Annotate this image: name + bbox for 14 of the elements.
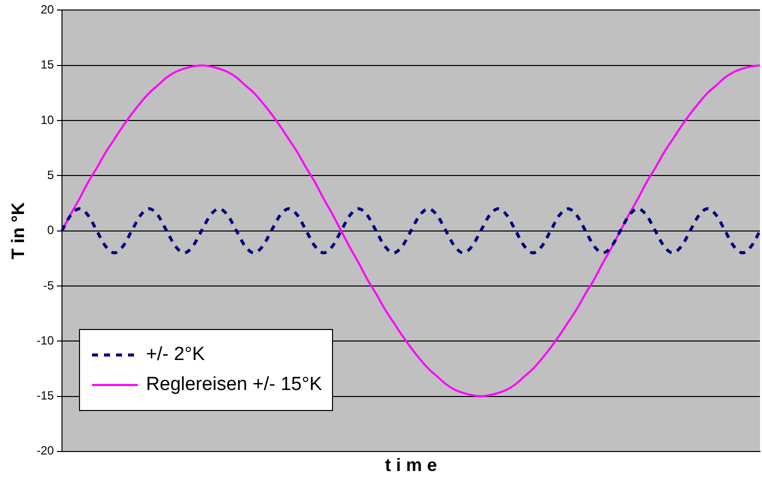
y-tick-label: 20 <box>40 2 54 17</box>
y-tick-label: -10 <box>36 333 54 348</box>
line-series <box>60 207 762 254</box>
y-tick-label: -5 <box>43 278 54 292</box>
legend-label: +/- 2°K <box>146 344 205 366</box>
y-tick-label: 5 <box>47 168 54 182</box>
y-tick-label: 0 <box>47 223 54 238</box>
y-tick-label: 15 <box>40 58 54 72</box>
y-tick-label: 10 <box>40 112 54 127</box>
x-axis-title: t i m e <box>384 455 437 476</box>
y-tick-label: -20 <box>36 444 54 458</box>
y-axis-title: T in °K <box>8 202 28 260</box>
y-tick-label: -15 <box>36 388 54 403</box>
legend-label: Reglereisen +/- 15°K <box>146 374 322 396</box>
